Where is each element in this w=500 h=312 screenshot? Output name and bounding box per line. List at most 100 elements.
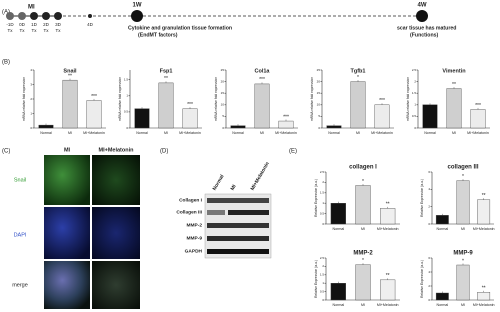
chart-title: Col1a [255,68,271,74]
x-tick-label: MI [361,303,365,307]
y-tick-label: 0.5 [320,289,325,293]
y-tick-label: 15 [317,91,321,95]
milestone [416,10,428,22]
tx-label: Tx [32,28,38,33]
x-tick-label: MI [461,303,465,307]
significance: *** [187,102,193,108]
y-axis-label: mRNA relative fold expression [118,77,122,121]
chart-title: MMP-2 [353,251,373,257]
image [92,261,140,309]
y-tick-label: 1 [414,103,416,107]
y-axis-label: Relative Expression (a.u.) [314,179,318,217]
panel-label: (D) [160,149,168,155]
y-tick-label: 1.5 [124,77,129,81]
y-tick-label: 1.5 [320,191,325,195]
x-tick-label: MI+Melatonin [377,303,399,307]
bar [470,109,486,129]
y-tick-label: 0 [322,298,324,302]
image [44,155,90,205]
tx-label: Tx [56,28,62,33]
column-label: MI [64,147,71,153]
significance: *** [259,77,265,83]
significance: * [357,75,359,81]
band [207,223,269,228]
x-tick-label: Normal [40,131,52,135]
x-tick-label: MI [461,227,465,231]
y-tick-label: 0.5 [320,211,325,215]
x-tick-label: Normal [437,303,449,307]
x-tick-label: MI [356,131,360,135]
bar [456,180,470,225]
significance: *** [91,94,97,100]
bar [446,88,462,129]
chart-title: Snail [63,68,77,74]
step-label: 1D [31,22,38,27]
bar [477,292,491,301]
milestone-text: (EndMT factors) [138,32,178,38]
y-axis-label: mRNA relative fold expression [310,77,314,121]
x-tick-label: MI+Melatonin [473,227,495,231]
y-tick-label: 2 [428,284,430,288]
milestone-text: Cytokine and granulation tissue formatio… [128,25,232,31]
y-tick-label: 6 [428,170,430,174]
bar [134,108,150,129]
bar [355,264,371,301]
x-tick-label: Normal [328,131,340,135]
y-tick-label: 25 [221,68,225,72]
milestone-text: (Functions) [410,32,439,38]
panel-label: (A) [2,10,10,16]
step-label: 0D [19,22,26,27]
significance: *** [283,114,289,120]
band [207,198,269,203]
time-point [42,12,50,20]
column-label: MI+Melatonin [250,161,271,192]
column-label: MI [230,183,238,191]
bar [158,82,174,129]
significance: ** [68,73,72,79]
micrographs [44,155,140,309]
significance: *** [475,103,481,109]
panel-label: (C) [2,149,10,155]
y-tick-label: 5 [318,114,320,118]
bar [422,104,438,129]
x-tick-label: Normal [232,131,244,135]
significance: ** [386,273,390,279]
western-blot [204,193,272,259]
row-label: merge [12,282,28,288]
bar [355,185,371,225]
y-tick-label: 0 [322,222,324,226]
y-tick-label: 2.5 [320,170,325,174]
y-tick-label: 3 [30,82,32,86]
tx-label: Tx [44,28,50,33]
y-tick-label: 2 [428,204,430,208]
tx-label: Tx [8,28,14,33]
bar [435,292,449,301]
y-tick-label: 1 [322,281,324,285]
y-tick-label: 0.5 [124,110,129,114]
step-label: 3D [55,22,62,27]
y-tick-label: 4 [428,187,430,191]
y-tick-label: 10 [221,103,225,107]
y-tick-label: 20 [317,79,321,83]
image [92,155,140,205]
y-axis-label: Relative Expression (a.u.) [314,260,318,298]
time-point [18,12,26,20]
y-tick-label: 0 [30,126,32,130]
image [44,261,90,309]
y-tick-label: 20 [221,79,225,83]
y-tick-label: 0 [318,126,320,130]
bar [350,81,366,129]
row-label: Collagen I [179,197,203,203]
y-tick-label: 0 [428,222,430,226]
bar [380,208,396,225]
row-label: DAPI [14,232,27,238]
x-tick-label: Normal [136,131,148,135]
y-tick-label: 4 [428,270,430,274]
significance: *** [379,98,385,104]
x-tick-label: MI+Melatonin [467,131,489,135]
time-point [88,14,92,18]
y-tick-label: 4 [30,68,32,72]
y-axis-label: mRNA relative fold expression [22,77,26,121]
y-tick-label: 10 [317,103,321,107]
y-tick-label: 2.5 [320,256,325,260]
